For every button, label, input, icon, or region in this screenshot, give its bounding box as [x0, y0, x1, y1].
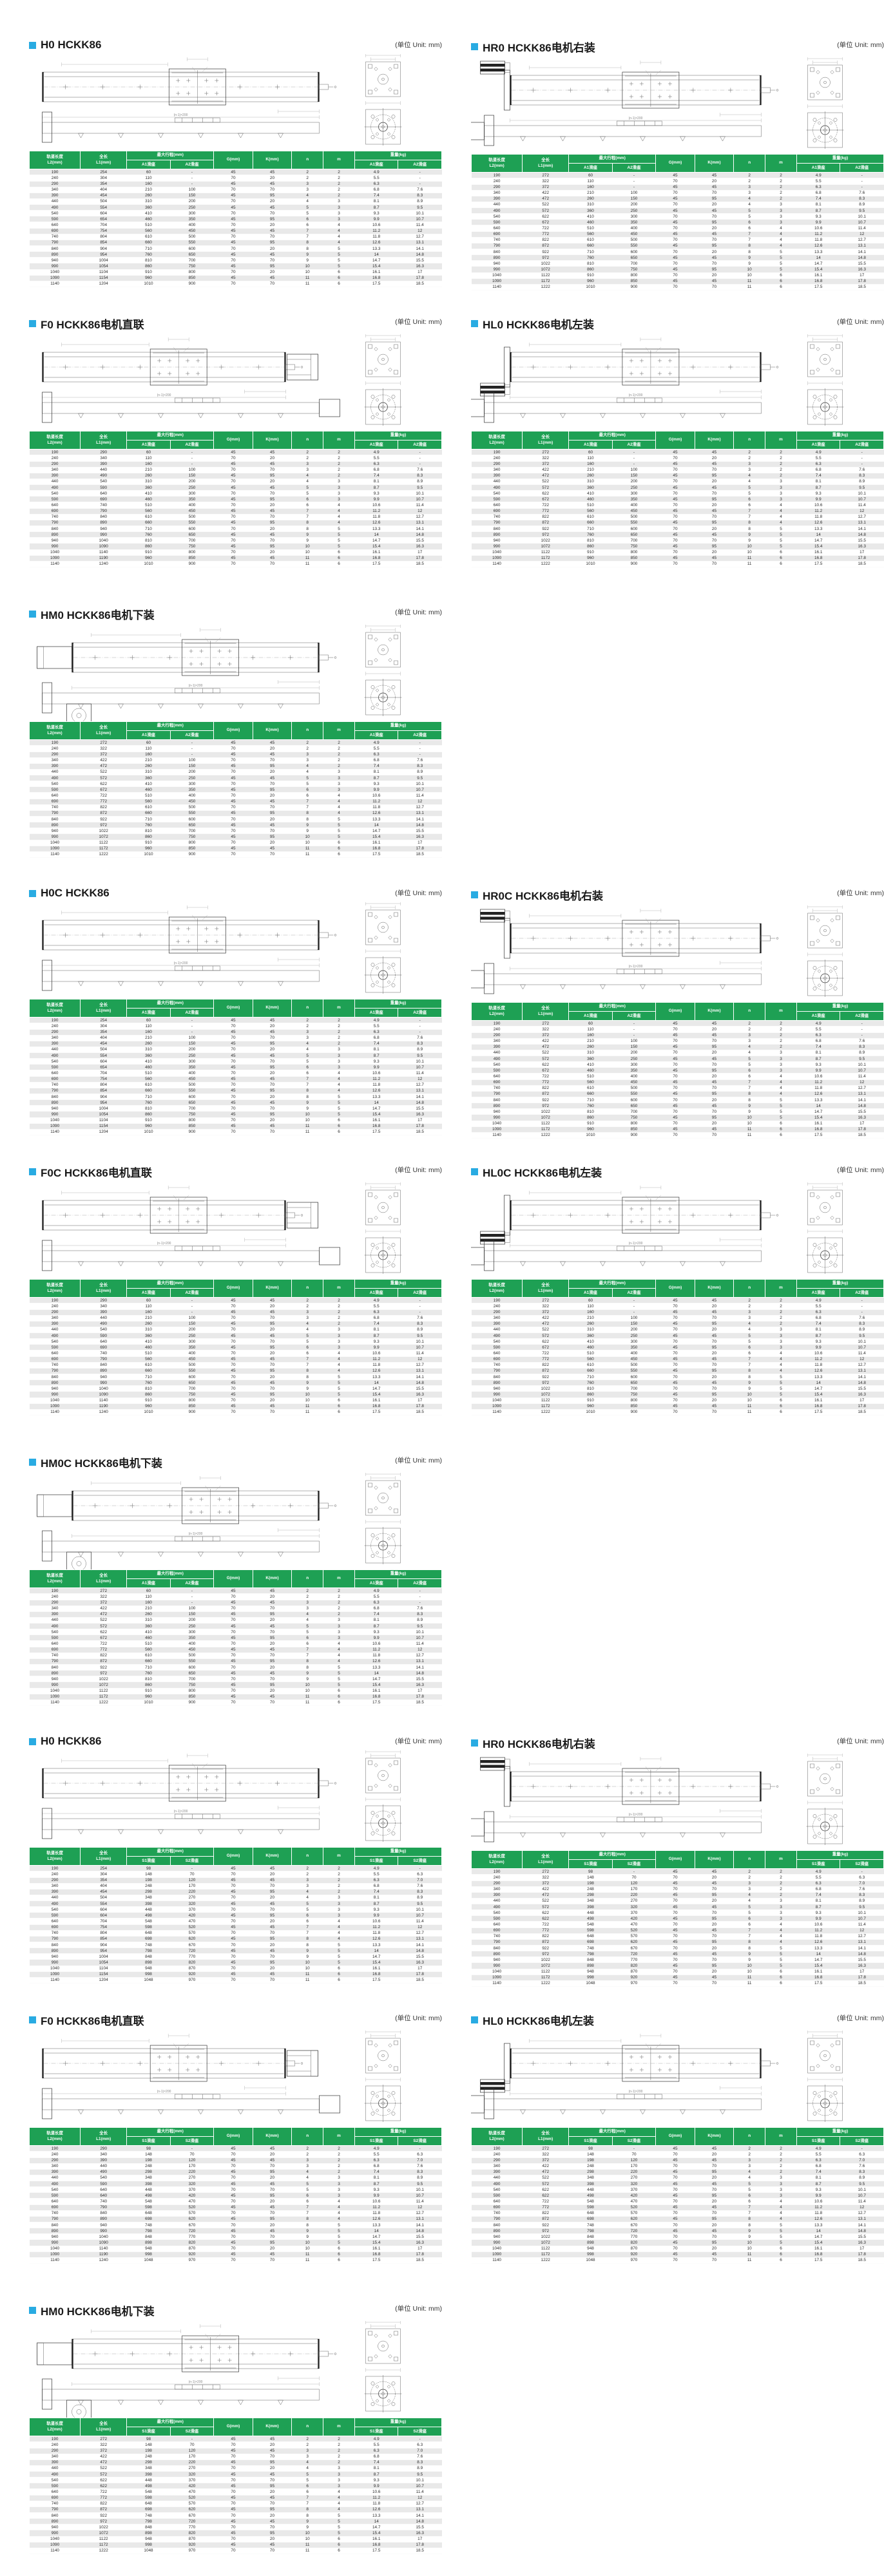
svg-text:(n-1)×200: (n-1)×200 — [189, 684, 203, 688]
svg-text:(n-1)×200: (n-1)×200 — [629, 1242, 643, 1245]
svg-text:(n-1)×200: (n-1)×200 — [174, 961, 188, 965]
svg-text:(n-1)×200: (n-1)×200 — [189, 1532, 203, 1536]
svg-text:(n-1)×200: (n-1)×200 — [629, 2090, 643, 2094]
svg-text:(n-1)×200: (n-1)×200 — [174, 113, 188, 117]
svg-text:(n-1)×200: (n-1)×200 — [629, 393, 643, 397]
svg-text:(n-1)×200: (n-1)×200 — [157, 393, 171, 397]
svg-text:(n-1)×200: (n-1)×200 — [157, 1242, 171, 1245]
svg-text:(n-1)×200: (n-1)×200 — [157, 2090, 171, 2094]
svg-text:(n-1)×200: (n-1)×200 — [174, 1810, 188, 1814]
svg-text:(n-1)×200: (n-1)×200 — [629, 965, 643, 969]
svg-text:(n-1)×200: (n-1)×200 — [189, 2380, 203, 2384]
svg-text:(n-1)×200: (n-1)×200 — [629, 117, 643, 120]
svg-text:(n-1)×200: (n-1)×200 — [629, 1813, 643, 1817]
